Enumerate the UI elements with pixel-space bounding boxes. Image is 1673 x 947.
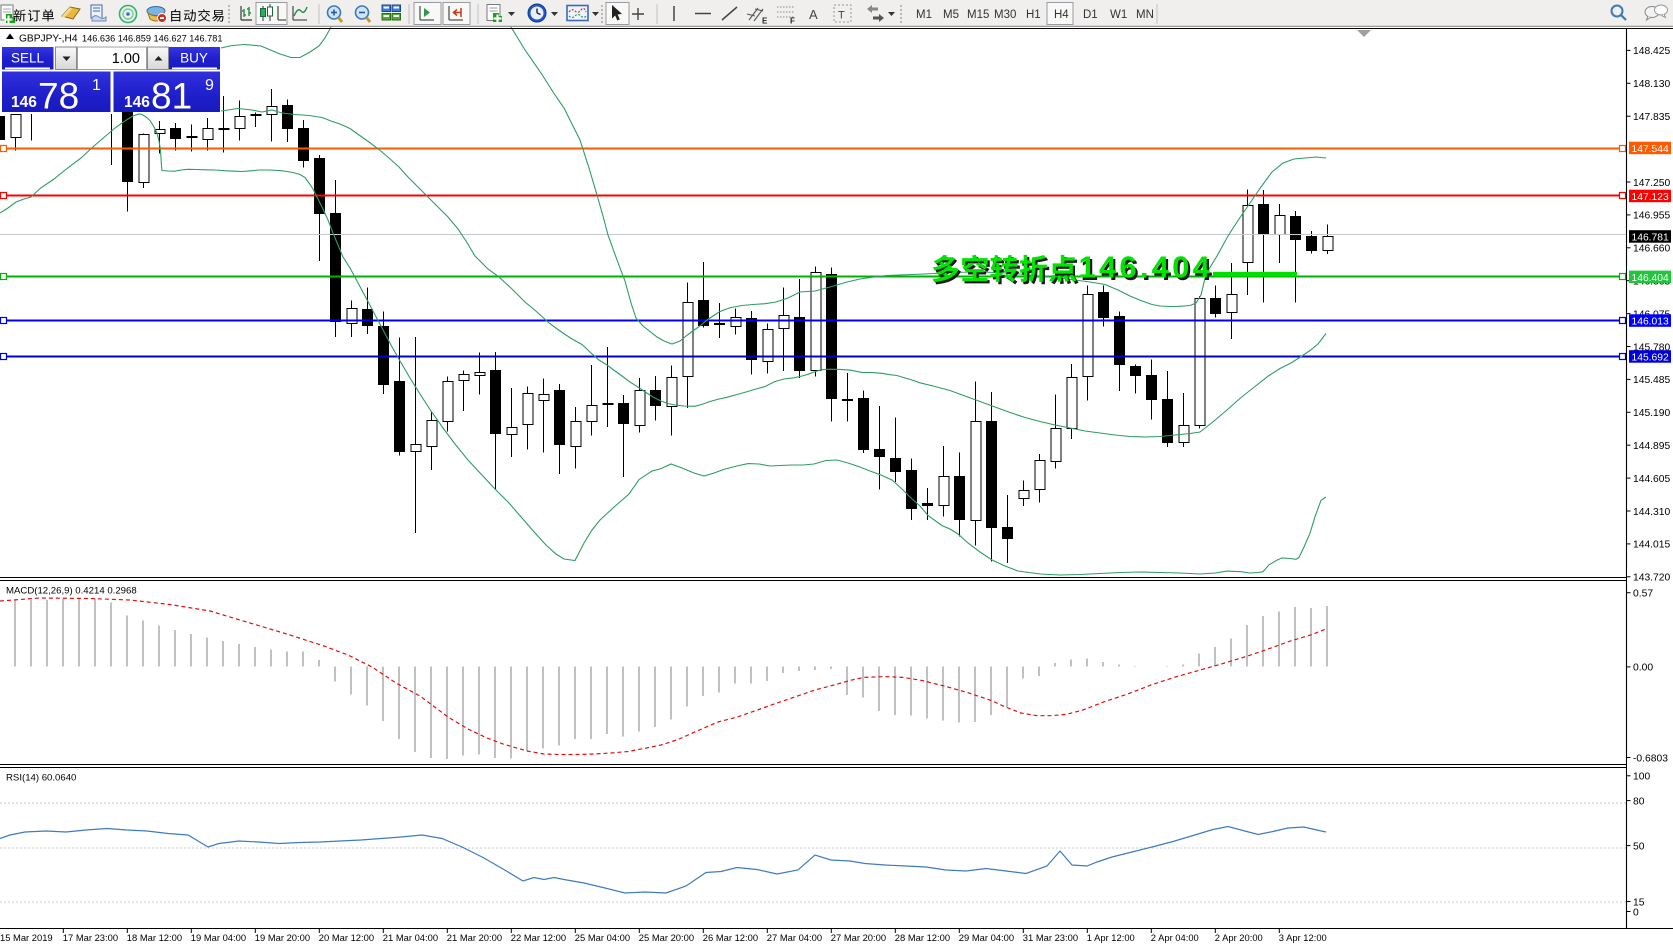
- svg-text:-0.6803: -0.6803: [1633, 753, 1668, 764]
- svg-text:146: 146: [11, 94, 37, 111]
- svg-text:21 Mar 04:00: 21 Mar 04:00: [383, 932, 438, 943]
- svg-text:146.636 146.859 146.627 146.78: 146.636 146.859 146.627 146.781: [82, 34, 223, 44]
- svg-text:0: 0: [1633, 907, 1639, 918]
- svg-text:143.720: 143.720: [1633, 573, 1670, 584]
- svg-text:78: 78: [38, 76, 79, 117]
- svg-text:0.00: 0.00: [1633, 663, 1653, 674]
- svg-text:0.57: 0.57: [1633, 589, 1653, 600]
- svg-text:15: 15: [1633, 897, 1645, 908]
- svg-text:81: 81: [151, 76, 192, 117]
- svg-text:144.310: 144.310: [1633, 507, 1670, 518]
- svg-text:17 Mar 23:00: 17 Mar 23:00: [63, 932, 118, 943]
- svg-text:146: 146: [124, 94, 150, 111]
- svg-text:A: A: [809, 7, 818, 22]
- svg-text:19 Mar 04:00: 19 Mar 04:00: [191, 932, 246, 943]
- svg-text:M5: M5: [943, 9, 959, 21]
- svg-text:80: 80: [1633, 796, 1645, 807]
- svg-text:28 Mar 12:00: 28 Mar 12:00: [895, 932, 950, 943]
- svg-text:26 Mar 12:00: 26 Mar 12:00: [703, 932, 758, 943]
- svg-text:T: T: [838, 10, 845, 22]
- svg-text:50: 50: [1633, 841, 1645, 852]
- svg-text:1: 1: [92, 77, 101, 94]
- svg-text:3 Apr 12:00: 3 Apr 12:00: [1279, 932, 1327, 943]
- svg-text:F: F: [790, 17, 795, 26]
- svg-text:MN: MN: [1136, 9, 1154, 21]
- svg-text:147.544: 147.544: [1632, 144, 1669, 155]
- svg-text:147.250: 147.250: [1633, 178, 1670, 189]
- svg-text:GBPJPY-,H4: GBPJPY-,H4: [19, 34, 78, 45]
- svg-text:147.835: 147.835: [1633, 112, 1670, 123]
- svg-text:25 Mar 20:00: 25 Mar 20:00: [639, 932, 694, 943]
- svg-text:147.123: 147.123: [1632, 192, 1669, 203]
- svg-text:146.955: 146.955: [1633, 211, 1670, 222]
- svg-text:RSI(14) 60.0640: RSI(14) 60.0640: [6, 773, 76, 784]
- svg-text:2 Apr 20:00: 2 Apr 20:00: [1215, 932, 1263, 943]
- svg-text:146.404: 146.404: [1081, 252, 1215, 287]
- svg-text:29 Mar 04:00: 29 Mar 04:00: [959, 932, 1014, 943]
- svg-text:MACD(12,26,9) 0.4214 0.2968: MACD(12,26,9) 0.4214 0.2968: [6, 586, 137, 597]
- svg-text:22 Mar 12:00: 22 Mar 12:00: [511, 932, 566, 943]
- svg-text:15 Mar 2019: 15 Mar 2019: [0, 932, 53, 943]
- svg-text:145.190: 145.190: [1633, 408, 1670, 419]
- svg-text:25 Mar 04:00: 25 Mar 04:00: [575, 932, 630, 943]
- svg-text:1 Apr 12:00: 1 Apr 12:00: [1087, 932, 1135, 943]
- svg-text:M15: M15: [967, 9, 989, 21]
- svg-text:27 Mar 04:00: 27 Mar 04:00: [767, 932, 822, 943]
- svg-text:144.015: 144.015: [1633, 540, 1670, 551]
- svg-text:146.404: 146.404: [1632, 273, 1669, 284]
- svg-text:146.781: 146.781: [1632, 232, 1669, 243]
- svg-text:21 Mar 20:00: 21 Mar 20:00: [447, 932, 502, 943]
- svg-text:BUY: BUY: [180, 51, 208, 66]
- svg-text:146.660: 146.660: [1633, 244, 1670, 255]
- svg-text:146.013: 146.013: [1632, 317, 1669, 328]
- svg-text:31 Mar 23:00: 31 Mar 23:00: [1023, 932, 1078, 943]
- svg-text:E: E: [762, 17, 768, 26]
- svg-text:19 Mar 20:00: 19 Mar 20:00: [255, 932, 310, 943]
- svg-text:148.130: 148.130: [1633, 79, 1670, 90]
- svg-text:9: 9: [205, 77, 214, 94]
- svg-text:144.895: 144.895: [1633, 441, 1670, 452]
- svg-text:1.00: 1.00: [112, 51, 140, 67]
- svg-text:145.692: 145.692: [1632, 352, 1669, 363]
- svg-text:M1: M1: [916, 9, 932, 21]
- svg-text:145.485: 145.485: [1633, 375, 1670, 386]
- svg-text:145.780: 145.780: [1633, 342, 1670, 353]
- svg-text:H4: H4: [1054, 9, 1069, 21]
- svg-text:18 Mar 12:00: 18 Mar 12:00: [127, 932, 182, 943]
- svg-text:148.425: 148.425: [1633, 46, 1670, 57]
- svg-text:20 Mar 12:00: 20 Mar 12:00: [319, 932, 374, 943]
- svg-text:27 Mar 20:00: 27 Mar 20:00: [831, 932, 886, 943]
- svg-text:144.605: 144.605: [1633, 474, 1670, 485]
- svg-text:SELL: SELL: [11, 51, 45, 66]
- svg-text:M30: M30: [994, 9, 1016, 21]
- svg-text:2 Apr 04:00: 2 Apr 04:00: [1151, 932, 1199, 943]
- svg-text:W1: W1: [1110, 9, 1127, 21]
- svg-text:146.404: 146.404: [1079, 250, 1213, 285]
- svg-text:D1: D1: [1083, 9, 1098, 21]
- svg-text:100: 100: [1633, 772, 1650, 783]
- svg-text:H1: H1: [1026, 9, 1041, 21]
